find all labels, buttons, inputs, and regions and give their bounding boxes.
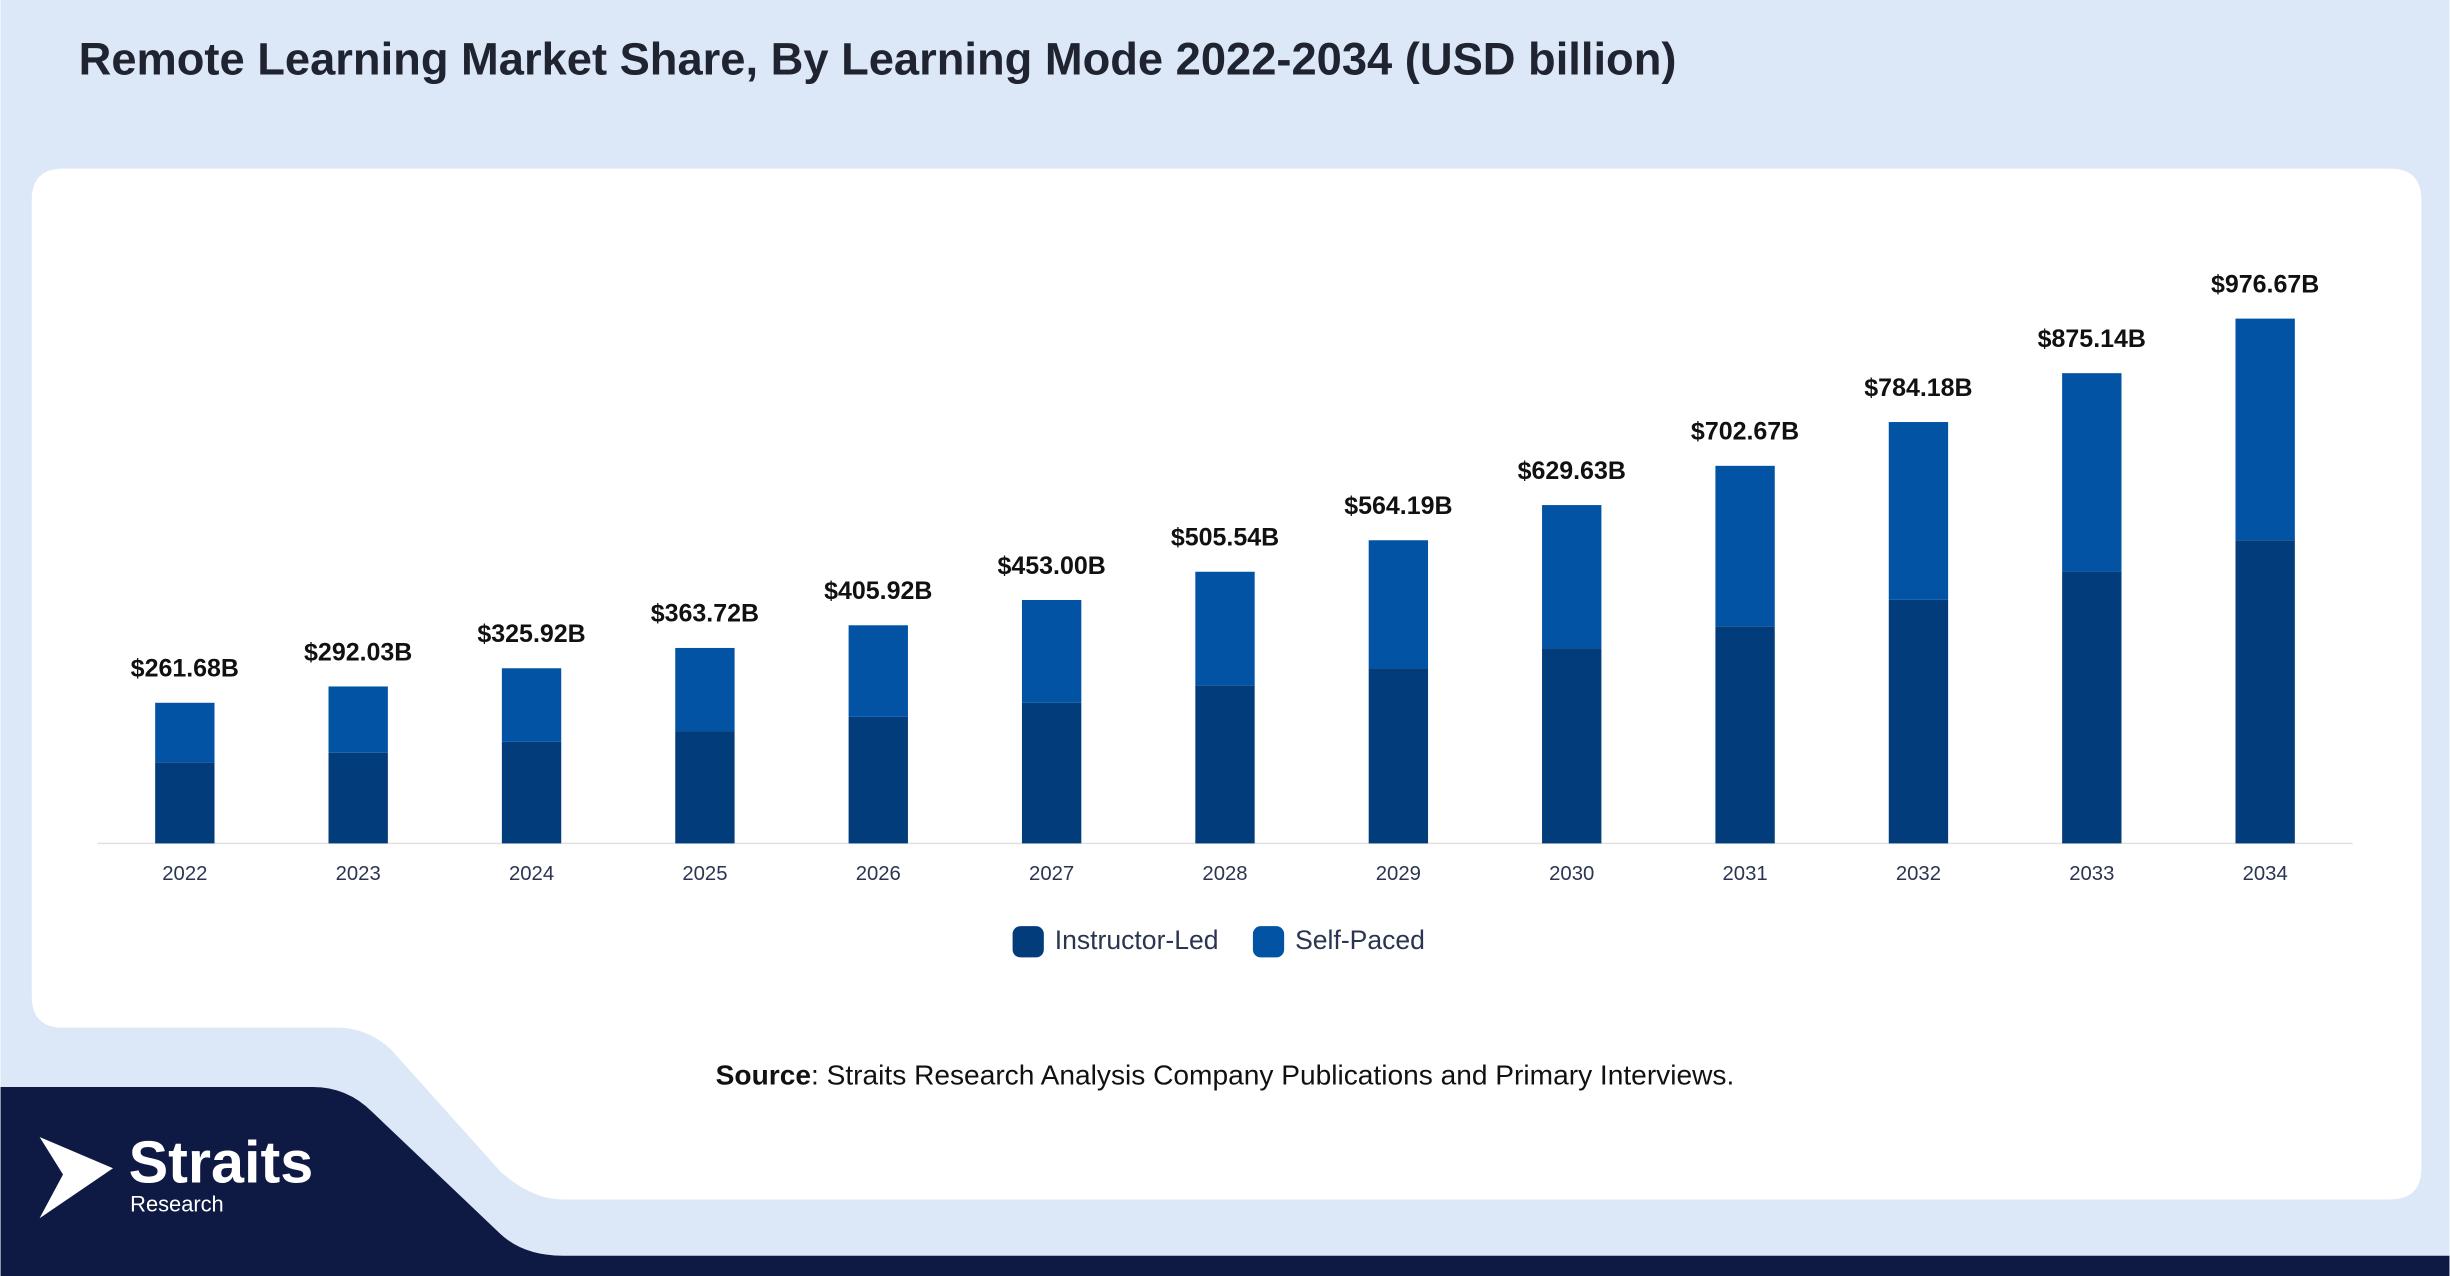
bar-segment	[1888, 599, 1949, 844]
bar-segment	[1368, 668, 1429, 844]
bar-segment	[848, 716, 908, 844]
bar-segment	[1195, 571, 1255, 686]
source-label: Source	[716, 1060, 811, 1091]
bar-segment	[1715, 465, 1775, 627]
legend-label: Self-Paced	[1295, 925, 1425, 955]
x-tick-label: 2028	[1202, 863, 1247, 885]
total-label: $784.18B	[1864, 374, 1972, 402]
x-tick-label: 2026	[856, 863, 901, 885]
logo-icon	[39, 1136, 113, 1219]
bar-segment	[675, 647, 735, 732]
total-label: $363.72B	[651, 600, 759, 628]
x-tick-label: 2031	[1723, 863, 1768, 885]
bar-segment	[1715, 626, 1775, 844]
footer-band	[0, 1087, 2450, 1276]
x-tick-label: 2032	[1896, 863, 1941, 885]
total-label: $405.92B	[824, 577, 932, 605]
bar-segment	[1542, 648, 1602, 844]
legend-swatch	[1252, 926, 1285, 958]
x-tick-label: 2029	[1376, 863, 1421, 885]
bar-segment	[675, 731, 735, 844]
bar-segment	[1368, 540, 1429, 669]
logo-name: Straits	[129, 1128, 314, 1195]
total-label: $875.14B	[2038, 325, 2146, 353]
bar-segment	[848, 625, 908, 717]
total-label: $261.68B	[131, 655, 239, 683]
bar-segment	[2062, 571, 2122, 844]
bar-segment	[2235, 318, 2295, 541]
logo-sub: Research	[130, 1191, 224, 1216]
x-tick-label: 2027	[1029, 863, 1074, 885]
source-text: : Straits Research Analysis Company Publ…	[811, 1060, 1734, 1091]
x-tick-label: 2025	[682, 863, 727, 885]
total-label: $453.00B	[997, 552, 1105, 580]
bar-segment	[1021, 702, 1082, 844]
x-tick-label: 2034	[2243, 863, 2288, 885]
total-label: $629.63B	[1518, 457, 1626, 485]
bar-segment	[1542, 505, 1602, 649]
bar-segment	[328, 686, 388, 753]
bar-segment	[1021, 599, 1082, 703]
bar-segment	[155, 702, 215, 763]
bar-segment	[501, 741, 562, 844]
bar-segment	[501, 668, 562, 742]
total-label: $976.67B	[2211, 270, 2319, 298]
total-label: $325.92B	[477, 620, 585, 648]
bar-segment	[328, 752, 388, 844]
bar-segment	[2062, 373, 2122, 572]
total-label: $292.03B	[304, 638, 412, 666]
x-tick-label: 2023	[336, 863, 381, 885]
total-label: $505.54B	[1171, 524, 1279, 552]
bar-segment	[1195, 685, 1255, 844]
total-label: $564.19B	[1344, 492, 1452, 520]
x-tick-label: 2033	[2069, 863, 2114, 885]
source: Source: Straits Research Analysis Compan…	[716, 1060, 1735, 1091]
bar-segment	[155, 762, 215, 844]
x-tick-label: 2024	[509, 863, 554, 885]
x-tick-label: 2022	[162, 863, 207, 885]
bar-segment	[1888, 422, 1949, 600]
chart-title: Remote Learning Market Share, By Learnin…	[79, 33, 1677, 84]
legend-swatch	[1012, 926, 1044, 958]
x-tick-label: 2030	[1549, 863, 1594, 885]
total-label: $702.67B	[1691, 418, 1799, 446]
bar-segment	[2235, 540, 2295, 844]
legend-label: Instructor-Led	[1055, 925, 1219, 955]
